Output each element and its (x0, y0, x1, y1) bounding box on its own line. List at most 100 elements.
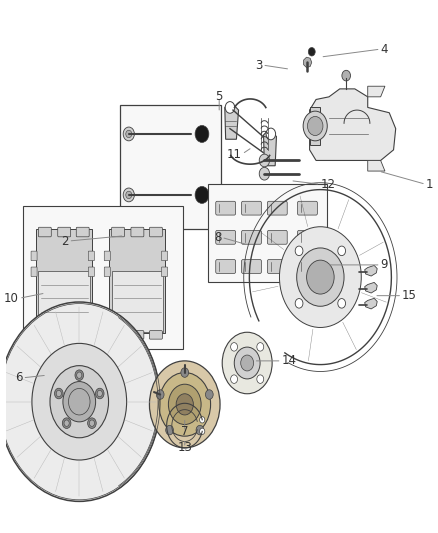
Circle shape (342, 70, 350, 81)
FancyBboxPatch shape (268, 230, 287, 244)
FancyBboxPatch shape (216, 260, 236, 273)
Circle shape (68, 389, 90, 415)
Text: 11: 11 (227, 148, 242, 160)
Text: 6: 6 (15, 372, 22, 384)
FancyBboxPatch shape (112, 227, 124, 237)
Bar (110, 229, 166, 333)
Circle shape (75, 370, 84, 381)
FancyBboxPatch shape (76, 330, 89, 339)
Circle shape (297, 248, 344, 306)
Polygon shape (304, 57, 312, 68)
FancyBboxPatch shape (131, 227, 144, 237)
Circle shape (0, 302, 160, 502)
Text: 12: 12 (320, 178, 336, 191)
Text: 10: 10 (4, 292, 19, 305)
Circle shape (54, 388, 63, 399)
Text: 5: 5 (215, 90, 223, 103)
Circle shape (295, 246, 303, 256)
Bar (120, 105, 221, 229)
Circle shape (176, 394, 193, 415)
Polygon shape (368, 86, 385, 97)
Circle shape (97, 390, 102, 397)
Text: 3: 3 (255, 59, 262, 71)
FancyBboxPatch shape (242, 260, 261, 273)
Text: 14: 14 (282, 354, 297, 367)
Polygon shape (310, 89, 396, 160)
FancyBboxPatch shape (242, 230, 261, 244)
Circle shape (225, 102, 235, 114)
Text: 2: 2 (61, 235, 68, 247)
Circle shape (56, 390, 61, 397)
Circle shape (123, 127, 134, 141)
FancyBboxPatch shape (58, 330, 71, 339)
Circle shape (88, 418, 96, 429)
FancyBboxPatch shape (162, 267, 167, 277)
Polygon shape (365, 265, 377, 276)
FancyBboxPatch shape (112, 330, 124, 339)
FancyBboxPatch shape (131, 330, 144, 339)
Circle shape (259, 154, 269, 167)
Circle shape (64, 420, 69, 426)
FancyBboxPatch shape (242, 201, 261, 215)
Circle shape (50, 366, 109, 438)
Polygon shape (368, 160, 385, 171)
FancyBboxPatch shape (31, 267, 37, 277)
Circle shape (62, 418, 71, 429)
FancyBboxPatch shape (149, 227, 162, 237)
Circle shape (166, 425, 173, 435)
Circle shape (200, 428, 205, 434)
FancyBboxPatch shape (162, 251, 167, 261)
Circle shape (89, 420, 95, 426)
FancyBboxPatch shape (104, 251, 110, 261)
Circle shape (95, 388, 104, 399)
FancyBboxPatch shape (31, 251, 37, 261)
Circle shape (126, 191, 132, 199)
Circle shape (149, 361, 220, 448)
Polygon shape (225, 103, 239, 139)
Circle shape (231, 375, 237, 383)
Text: 9: 9 (381, 259, 388, 271)
Circle shape (181, 368, 189, 377)
Circle shape (295, 298, 303, 308)
Circle shape (279, 227, 361, 327)
Circle shape (63, 382, 95, 422)
Circle shape (266, 128, 276, 140)
Text: 4: 4 (381, 43, 388, 55)
Circle shape (222, 332, 272, 394)
Circle shape (200, 417, 205, 423)
FancyBboxPatch shape (297, 201, 318, 215)
Text: 1: 1 (426, 178, 433, 191)
FancyBboxPatch shape (149, 330, 162, 339)
Circle shape (303, 111, 327, 141)
Circle shape (196, 425, 204, 435)
Polygon shape (365, 298, 377, 309)
Polygon shape (310, 108, 320, 144)
Text: 15: 15 (402, 289, 417, 302)
Circle shape (32, 343, 127, 460)
Circle shape (241, 355, 254, 371)
Circle shape (257, 343, 264, 351)
FancyBboxPatch shape (268, 201, 287, 215)
Circle shape (231, 343, 237, 351)
Circle shape (259, 167, 269, 180)
Polygon shape (365, 282, 377, 293)
Circle shape (126, 130, 132, 138)
FancyBboxPatch shape (88, 267, 94, 277)
Circle shape (159, 373, 211, 436)
Text: 7: 7 (181, 425, 188, 439)
Bar (208, 184, 327, 282)
Circle shape (77, 372, 82, 378)
Circle shape (338, 298, 346, 308)
Circle shape (307, 260, 334, 294)
Circle shape (195, 187, 209, 204)
FancyBboxPatch shape (104, 267, 110, 277)
Bar (112, 271, 163, 332)
Bar (39, 271, 90, 332)
Circle shape (123, 188, 134, 202)
Text: 8: 8 (214, 231, 221, 244)
FancyBboxPatch shape (58, 227, 71, 237)
Circle shape (338, 246, 346, 256)
Circle shape (308, 47, 315, 56)
FancyBboxPatch shape (268, 260, 287, 273)
FancyBboxPatch shape (216, 230, 236, 244)
